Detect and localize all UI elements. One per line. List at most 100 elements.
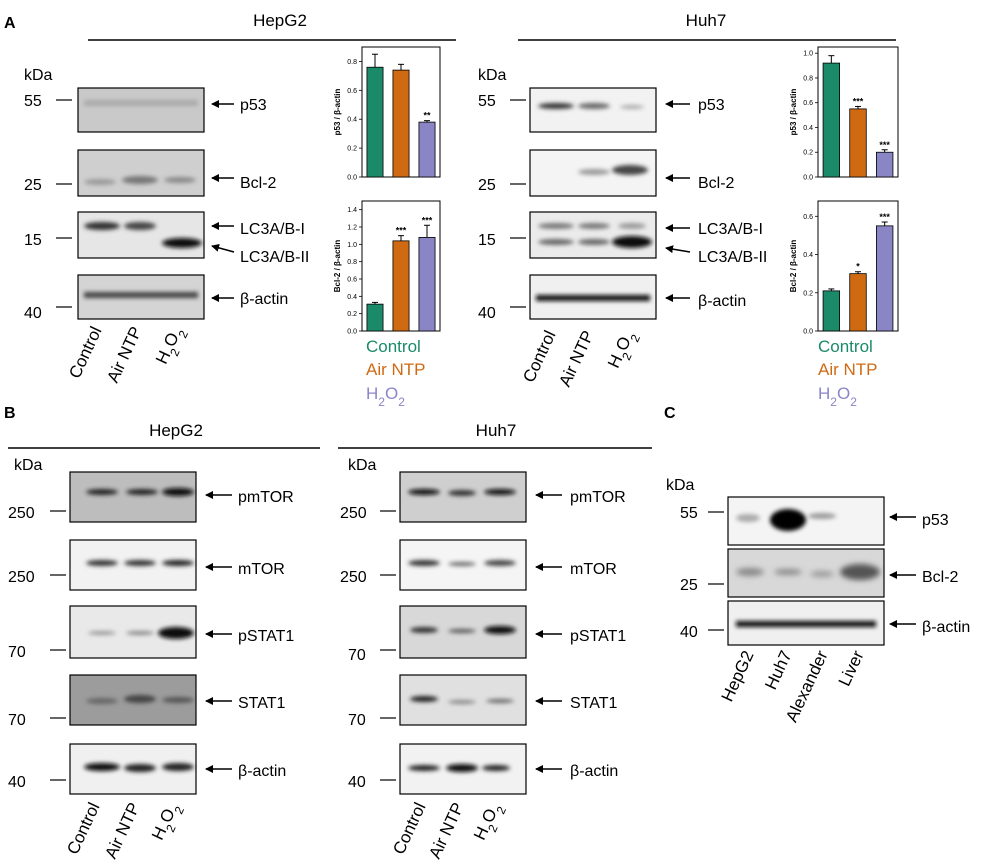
panel-c-label-p53: p53 xyxy=(922,512,949,529)
panel-a-huh7-label-bcl2: Bcl-2 xyxy=(698,175,735,192)
panel-c-label-actin: β-actin xyxy=(922,619,970,636)
y-tick-label: 1.0 xyxy=(347,242,357,249)
panel-a-letter: A xyxy=(4,15,16,32)
panel-a-huh7-mw-actin: 40 xyxy=(478,305,496,322)
panel-a-hepg2-blot-actin: 40 β-actin xyxy=(24,274,288,322)
panel-a-huh7-blot-p53: 55 p53 xyxy=(478,87,725,133)
y-tick-label: 1.2 xyxy=(347,225,357,232)
significance-label: *** xyxy=(879,140,890,150)
panel-a-hepg2-title: HepG2 xyxy=(253,11,307,30)
legend-huh7: Control Air NTP H2O2 xyxy=(818,337,878,409)
panel-b-hepg2-lane-h2o2: H2O2 xyxy=(148,799,187,845)
panel-b-huh7-mw-actin: 40 xyxy=(348,774,366,791)
chart-hepg2-bcl2: 0.0 0.2 0.4 0.6 0.8 1.0 1.2 1.4 Bcl-2 / β-actin *… xyxy=(333,200,441,336)
panel-c-mw-bcl2: 25 xyxy=(680,577,698,594)
panel-a-hepg2-label-lc3-i: LC3A/B-I xyxy=(240,221,305,238)
arrow-icon xyxy=(665,245,691,254)
panel-c-blot-bcl2: 25 Bcl-2 xyxy=(680,548,959,598)
y-tick-label: 0.6 xyxy=(347,277,357,284)
significance-label: ** xyxy=(423,111,431,121)
panel-b-hepg2-label-pmtor: pmTOR xyxy=(238,489,294,506)
panel-b-hepg2-kda: kDa xyxy=(14,457,43,474)
panel-b-hepg2-label-pstat1: pSTAT1 xyxy=(238,628,294,645)
panel-c-lane-huh7: Huh7 xyxy=(761,648,795,693)
y-tick-label: 0.6 xyxy=(803,214,813,221)
y-tick-label: 0.8 xyxy=(347,259,357,266)
panel-b-hepg2-lane-air-ntp: Air NTP xyxy=(101,800,143,862)
y-axis-label: p53 / β-actin xyxy=(333,89,342,136)
y-tick-label: 1.4 xyxy=(347,207,357,214)
bar-h2o2 xyxy=(876,151,894,178)
bar-air-ntp xyxy=(849,273,867,332)
panel-a-hepg2-mw-actin: 40 xyxy=(24,305,42,322)
panel-b-huh7-blot-pmtor: 250 pmTOR xyxy=(340,471,626,523)
panel-a-hepg2-blot-p53: 55 p53 xyxy=(24,87,267,133)
panel-c-mw-actin: 40 xyxy=(680,624,698,641)
legend-h2o2: H2O2 xyxy=(818,384,857,409)
panel-a-hepg2-lane-air-ntp: Air NTP xyxy=(103,324,145,386)
y-tick-label: 0.4 xyxy=(347,117,357,124)
bar-h2o2 xyxy=(418,236,436,332)
panel-b-huh7-lane-h2o2: H2O2 xyxy=(470,799,509,845)
panel-b-hepg2-lane-control: Control xyxy=(63,800,103,858)
significance-label: *** xyxy=(853,96,864,106)
y-tick-label: 0.8 xyxy=(347,59,357,66)
panel-a-huh7-mw-bcl2: 25 xyxy=(478,177,496,194)
panel-a-huh7-blot-actin: 40 β-actin xyxy=(478,274,746,322)
panel-b-hepg2-blot-pstat1: 70 pSTAT1 xyxy=(8,605,294,661)
panel-b-hepg2-title: HepG2 xyxy=(149,421,203,440)
y-tick-label: 0.2 xyxy=(803,150,813,157)
panel-b-hepg2-blot-mtor: 250 mTOR xyxy=(8,539,285,591)
panel-b-huh7-kda: kDa xyxy=(348,457,377,474)
bar-control xyxy=(822,290,840,332)
y-tick-label: 1.0 xyxy=(803,51,813,58)
panel-b-huh7-blot-pstat1: 70 pSTAT1 xyxy=(348,605,626,664)
panel-a-huh7-lane-air-ntp: Air NTP xyxy=(555,328,597,390)
significance-label: * xyxy=(856,262,860,272)
panel-a-huh7-mw-p53: 55 xyxy=(478,93,496,110)
y-tick-label: 0.0 xyxy=(347,329,357,336)
panel-b-hepg2-blot-pmtor: 250 pmTOR xyxy=(8,471,294,523)
panel-a-huh7-kda: kDa xyxy=(478,67,507,84)
panel-a-huh7-label-lc3-i: LC3A/B-I xyxy=(698,221,763,238)
y-tick-label: 0.0 xyxy=(803,329,813,336)
y-tick-label: 0.4 xyxy=(803,252,813,259)
bar-control xyxy=(366,66,384,178)
panel-b-huh7-label-stat1: STAT1 xyxy=(570,695,618,712)
significance-label: *** xyxy=(396,226,407,236)
bar-h2o2 xyxy=(876,225,894,332)
panel-a-huh7-mw-lc3: 15 xyxy=(478,232,496,249)
panel-c-lane-hepg2: HepG2 xyxy=(718,648,758,705)
legend-control: Control xyxy=(366,337,421,356)
y-axis-label: Bcl-2 / β-actin xyxy=(789,240,798,293)
panel-a-huh7-label-lc3-ii: LC3A/B-II xyxy=(698,249,767,266)
panel-a-hepg2-blot-lc3: 15 LC3A/B-I LC3A/B-II xyxy=(24,211,309,266)
y-tick-label: 0.2 xyxy=(347,146,357,153)
y-tick-label: 0.8 xyxy=(803,75,813,82)
panel-b-huh7-label-actin: β-actin xyxy=(570,763,618,780)
panel-b-huh7-title: Huh7 xyxy=(476,421,517,440)
panel-b-huh7-blot-stat1: 70 STAT1 xyxy=(348,674,618,729)
bar-air-ntp xyxy=(849,108,867,178)
panel-b-huh7-label-pstat1: pSTAT1 xyxy=(570,628,626,645)
panel-a-huh7-blot-lc3: 15 LC3A/B-I LC3A/B-II xyxy=(478,211,767,266)
panel-a-huh7-label-p53: p53 xyxy=(698,97,725,114)
panel-a-hepg2-lane-h2o2: H2O2 xyxy=(152,323,191,369)
panel-b-hepg2-blot-actin: 40 β-actin xyxy=(8,743,286,795)
y-tick-label: 0.4 xyxy=(347,294,357,301)
panel-c-label-bcl2: Bcl-2 xyxy=(922,569,959,586)
panel-b-hepg2-mw-mtor: 250 xyxy=(8,569,35,586)
panel-b-huh7-lane-air-ntp: Air NTP xyxy=(425,800,467,862)
panel-b-huh7-mw-mtor: 250 xyxy=(340,569,367,586)
panel-a-hepg2-mw-p53: 55 xyxy=(24,93,42,110)
panel-b-hepg2-mw-actin: 40 xyxy=(8,774,26,791)
panel-b-huh7-label-pmtor: pmTOR xyxy=(570,489,626,506)
panel-a-hepg2-label-actin: β-actin xyxy=(240,291,288,308)
y-tick-label: 0.6 xyxy=(803,100,813,107)
panel-b-letter: B xyxy=(4,405,16,422)
bar-control xyxy=(366,303,384,332)
panel-b-hepg2-mw-pstat1: 70 xyxy=(8,644,26,661)
panel-a-huh7-lane-control: Control xyxy=(519,328,559,386)
